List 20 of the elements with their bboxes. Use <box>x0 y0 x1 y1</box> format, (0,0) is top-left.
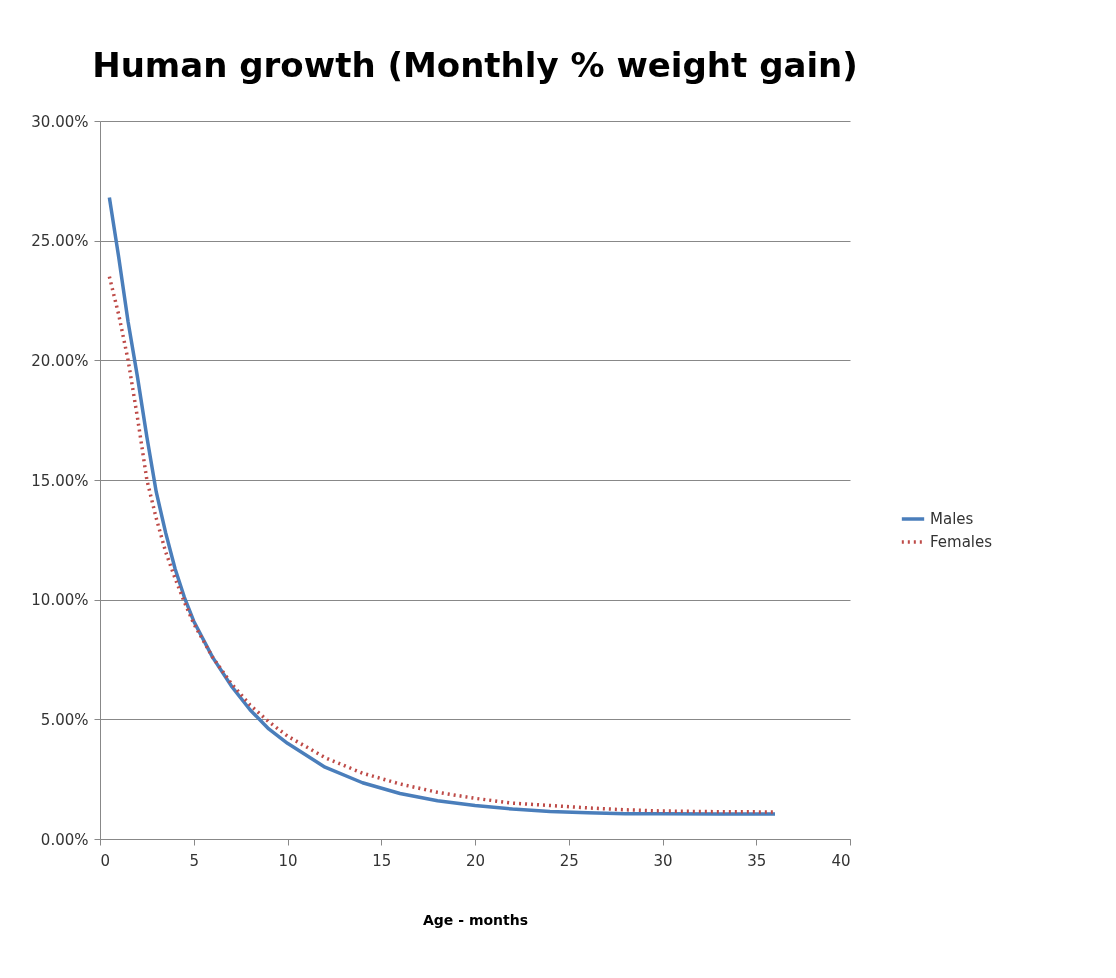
x-tick-label: 20 <box>465 851 486 870</box>
x-tick-label: 35 <box>747 851 767 870</box>
x-tick-label: 25 <box>559 851 579 870</box>
x-axis-title: Age - months <box>422 911 529 928</box>
y-tick-label: 25.00% <box>31 232 89 251</box>
y-tick-label: 5.00% <box>40 710 89 729</box>
x-tick-label: 40 <box>831 851 851 870</box>
x-tick-label: 30 <box>653 851 673 870</box>
y-tick-label: 10.00% <box>31 591 89 610</box>
x-tick-label: 5 <box>189 851 200 870</box>
y-tick-label: 15.00% <box>31 471 89 490</box>
x-tick-label: 10 <box>278 851 298 870</box>
x-tick-label: 15 <box>372 851 392 870</box>
legend-label: Males <box>930 510 974 528</box>
y-tick-label: 30.00% <box>31 112 89 131</box>
x-tick-label: 0 <box>100 851 111 870</box>
y-tick-label: 0.00% <box>40 830 89 849</box>
chart-title: Human growth (Monthly % weight gain) <box>92 45 858 85</box>
legend-label: Females <box>930 533 993 551</box>
y-tick-label: 20.00% <box>31 351 89 370</box>
